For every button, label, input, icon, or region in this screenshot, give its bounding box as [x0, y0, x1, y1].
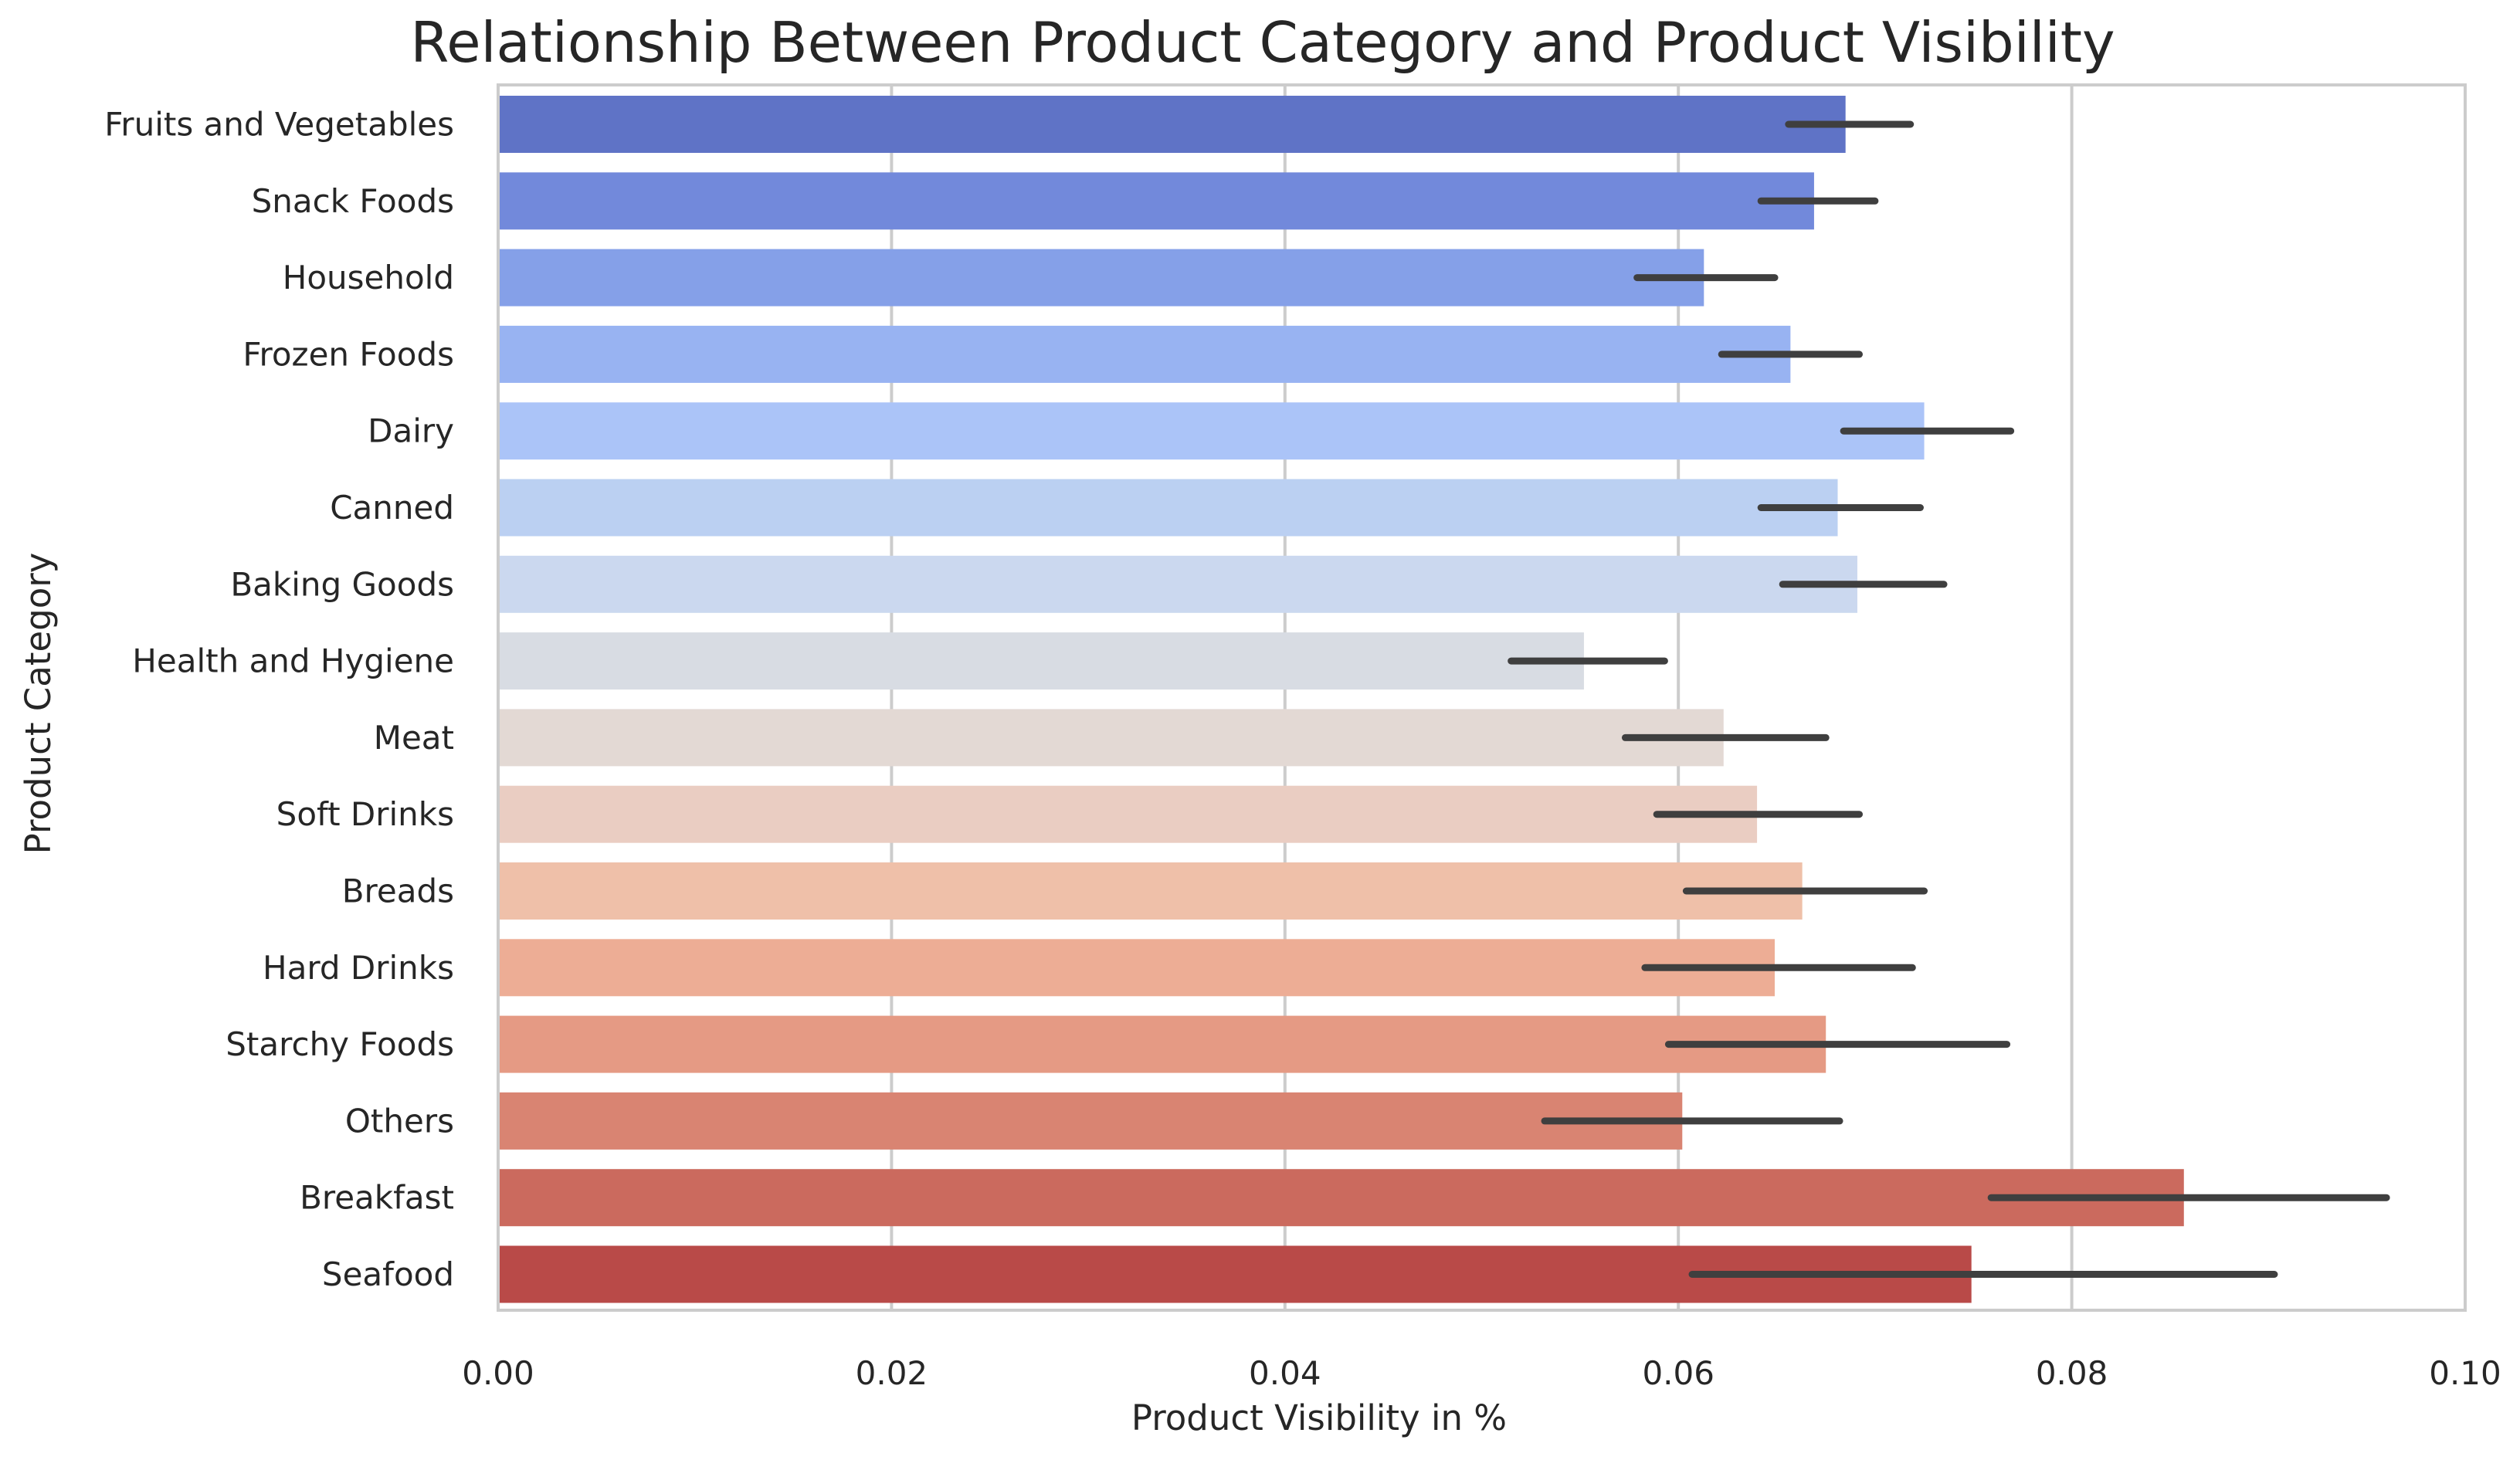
bar: [498, 1015, 1826, 1073]
bar: [498, 939, 1776, 997]
x-tick-label: 0.10: [2429, 1354, 2501, 1392]
bar: [498, 1092, 1683, 1150]
bar: [498, 325, 1791, 383]
x-axis-label: Product Visibility in %: [1131, 1397, 1507, 1438]
x-tick-label: 0.06: [1642, 1354, 1714, 1392]
error-bars: [1508, 120, 2390, 1278]
bar: [498, 862, 1803, 920]
bar: [498, 632, 1584, 690]
bar: [498, 709, 1724, 767]
category-label: Baking Goods: [230, 565, 454, 603]
category-tick-labels: Fruits and Vegetables Snack Foods Househol…: [104, 106, 454, 1294]
category-label: Soft Drinks: [276, 795, 454, 833]
category-label: Breads: [342, 872, 454, 910]
category-label: Hard Drinks: [263, 949, 454, 987]
x-tick-label: 0.02: [856, 1354, 928, 1392]
category-label: Fruits and Vegetables: [104, 106, 454, 144]
x-tick-label: 0.08: [2036, 1354, 2108, 1392]
category-label: Canned: [330, 489, 454, 527]
bar: [498, 96, 1846, 153]
category-label: Seafood: [322, 1255, 454, 1293]
category-label: Household: [283, 259, 454, 296]
category-label: Starchy Foods: [226, 1025, 454, 1063]
bar: [498, 479, 1838, 537]
chart-title: Relationship Between Product Category an…: [410, 10, 2115, 75]
y-axis-label: Product Category: [18, 553, 59, 855]
plot-frame: [497, 83, 2467, 1312]
category-label: Dairy: [368, 412, 454, 450]
x-tick-label: 0.04: [1249, 1354, 1321, 1392]
bar: [498, 402, 1925, 460]
bar: [498, 172, 1814, 230]
x-tick-labels: 0.00 0.02 0.04 0.06 0.08 0.10: [462, 1354, 2501, 1392]
bar: [498, 249, 1704, 307]
category-label: Snack Foods: [252, 182, 454, 220]
bars: [498, 96, 2184, 1303]
category-label: Meat: [374, 719, 454, 757]
category-label: Others: [345, 1102, 454, 1140]
category-label: Breakfast: [300, 1179, 454, 1217]
bar: [498, 555, 1857, 613]
category-label: Health and Hygiene: [132, 642, 454, 680]
bar: [498, 1169, 2184, 1227]
bar: [498, 785, 1758, 843]
x-tick-label: 0.00: [462, 1354, 534, 1392]
category-label: Frozen Foods: [243, 335, 454, 373]
